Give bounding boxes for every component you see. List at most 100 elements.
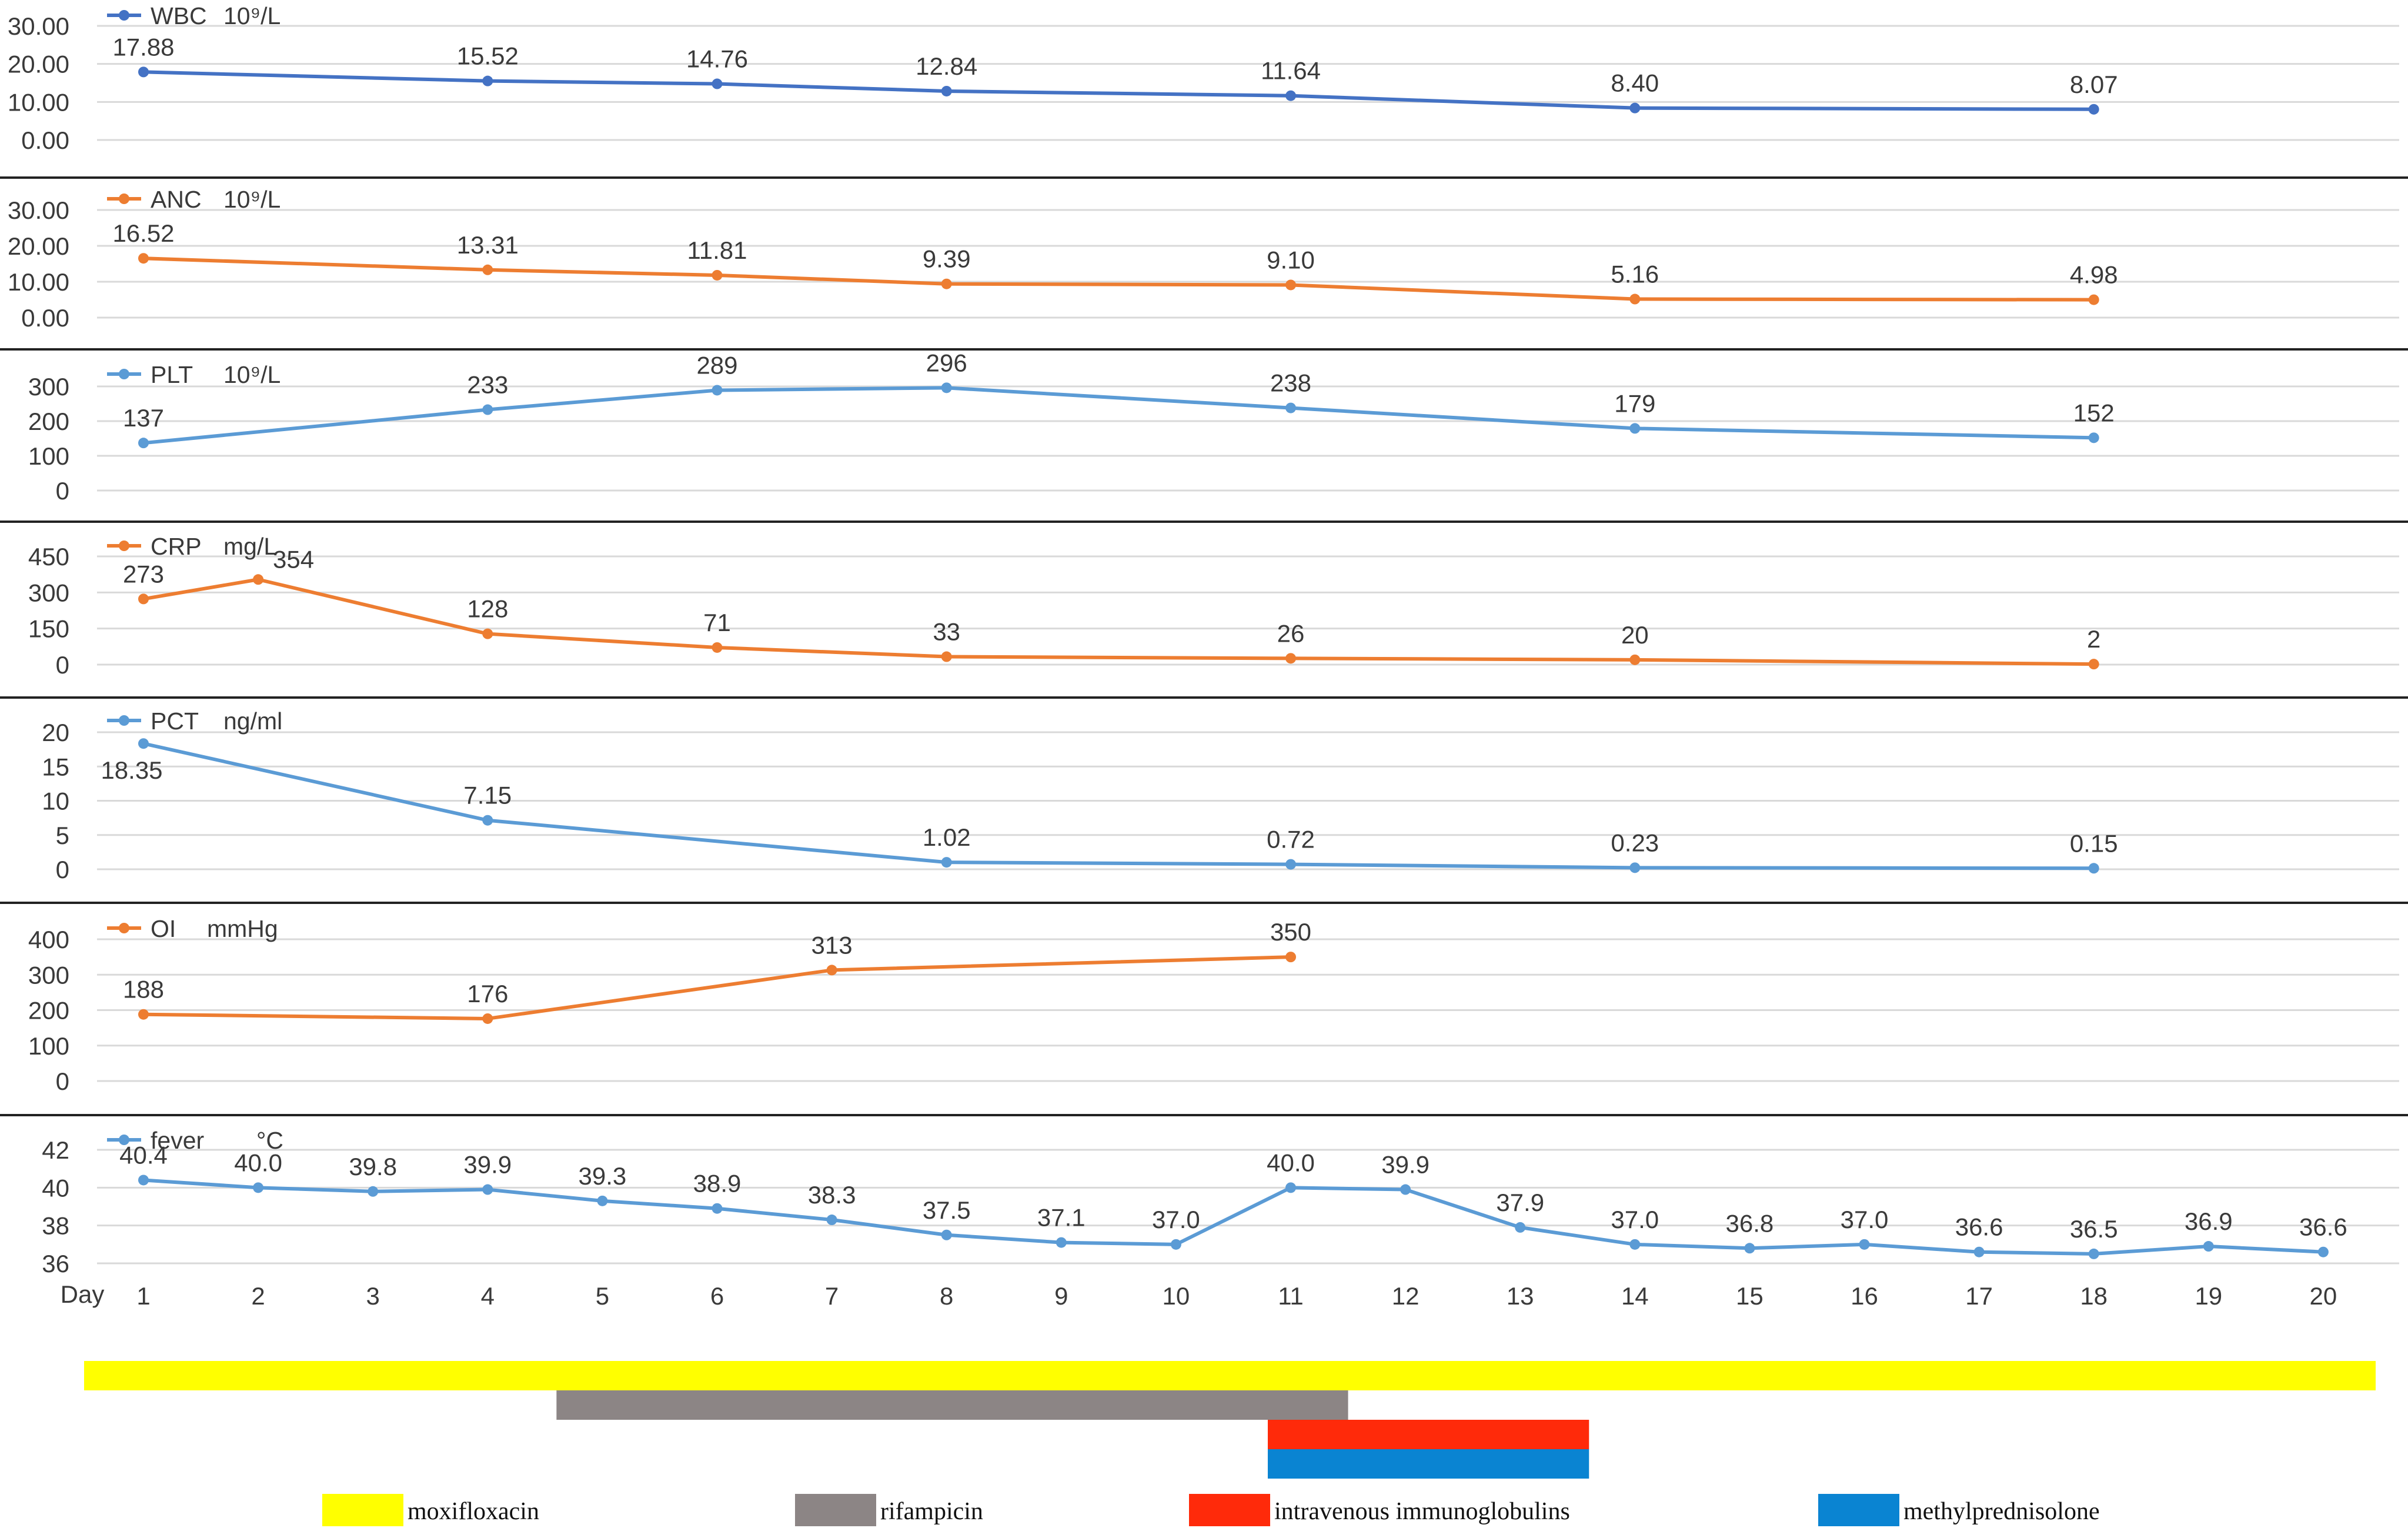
legend-item-methylprednisolone: methylprednisolone	[1818, 1494, 2100, 1526]
oi-y-tick-label: 200	[28, 997, 69, 1025]
wbc-data-point	[941, 85, 952, 96]
plt-data-label: 296	[926, 349, 967, 376]
fever-data-label: 39.8	[349, 1153, 397, 1180]
x-tick-label: 12	[1392, 1282, 1420, 1310]
wbc-data-label: 14.76	[686, 45, 748, 73]
fever-data-label: 37.9	[1496, 1189, 1544, 1216]
pct-panel: 20 15 10 5 0 PCT ng/ml 18.35 7.15 1.02 0.72 0.23 0.1…	[0, 708, 2408, 904]
fever-data-label: 40.0	[1267, 1149, 1315, 1176]
pct-y-tick-label: 5	[56, 822, 69, 849]
fever-data-label: 38.9	[693, 1170, 742, 1197]
crp-data-label: 20	[1621, 621, 1649, 649]
crp-data-label: 354	[273, 545, 314, 573]
oi-y-tick-label: 300	[28, 961, 69, 989]
wbc-data-label: 17.88	[112, 33, 174, 61]
fever-data-point	[368, 1186, 379, 1197]
fever-data-point	[2088, 1248, 2099, 1259]
fever-data-label: 39.9	[1381, 1151, 1430, 1179]
anc-y-tick-label: 30.00	[8, 196, 69, 224]
x-tick-label: 7	[825, 1282, 839, 1310]
wbc-data-label: 8.07	[2070, 71, 2118, 98]
wbc-y-tick-label: 0.00	[21, 126, 69, 154]
fever-y-tick-label: 36	[42, 1250, 69, 1277]
fever-data-point	[253, 1182, 264, 1193]
crp-data-label: 273	[123, 560, 164, 588]
pct-legend-unit: ng/ml	[223, 708, 282, 735]
fever-panel: 42 40 38 36 fever °C 40.4 40.0 39.8 39.9 39.3 38.9 3…	[42, 1127, 2399, 1277]
plt-data-point	[1285, 402, 1296, 413]
methylprednisolone-bar	[1267, 1449, 1589, 1479]
x-tick-label: 13	[1507, 1282, 1534, 1310]
wbc-data-label: 12.84	[916, 52, 977, 80]
fever-data-point	[1744, 1243, 1755, 1254]
treatment-bars	[84, 1361, 2376, 1479]
x-axis-label: Day	[61, 1280, 105, 1308]
plt-data-point	[2088, 432, 2099, 443]
legend-item-rifampicin: rifampicin	[795, 1494, 983, 1526]
fever-data-point	[1515, 1222, 1526, 1233]
crp-legend-marker	[119, 541, 129, 551]
fever-series-line	[143, 1178, 2324, 1256]
x-tick-label: 3	[366, 1282, 380, 1310]
fever-data-point	[1285, 1182, 1296, 1193]
wbc-data-point	[1285, 90, 1296, 101]
fever-data-label: 37.0	[1611, 1206, 1659, 1233]
plt-data-point	[941, 382, 952, 393]
legend-swatch	[795, 1494, 876, 1526]
pct-data-point	[1629, 862, 1641, 873]
x-tick-label: 8	[940, 1282, 953, 1310]
pct-data-label: 0.15	[2070, 829, 2118, 857]
anc-series-line	[143, 256, 2094, 302]
wbc-legend: WBC 10⁹/L	[107, 2, 280, 29]
anc-data-point	[138, 253, 149, 264]
fever-data-point	[2317, 1246, 2329, 1257]
pct-data-label: 7.15	[463, 782, 512, 809]
wbc-legend-marker	[119, 10, 129, 21]
anc-data-label: 9.39	[923, 245, 971, 273]
plt-data-label: 152	[2073, 399, 2115, 426]
moxifloxacin-bar	[84, 1361, 2376, 1390]
plt-legend-unit: 10⁹/L	[223, 361, 280, 388]
wbc-legend-name: WBC	[151, 2, 207, 29]
fever-y-tick-label: 38	[42, 1212, 69, 1240]
legend-swatch	[322, 1494, 403, 1526]
wbc-data-label: 15.52	[457, 42, 519, 70]
anc-legend-marker	[119, 193, 129, 204]
x-tick-label: 10	[1163, 1282, 1190, 1310]
fever-data-point	[2203, 1241, 2214, 1252]
oi-data-point	[1285, 952, 1296, 963]
fever-legend: fever °C	[107, 1127, 283, 1154]
legend-label: methylprednisolone	[1903, 1498, 2100, 1525]
anc-data-point	[712, 269, 723, 281]
anc-y-tick-label: 10.00	[8, 268, 69, 296]
plt-legend: PLT 10⁹/L	[107, 361, 280, 388]
x-tick-label: 11	[1278, 1282, 1304, 1310]
pct-y-tick-label: 10	[42, 788, 69, 815]
crp-data-point	[1629, 654, 1641, 665]
pct-data-label: 0.72	[1267, 826, 1315, 853]
pct-data-point	[482, 815, 493, 826]
pct-y-tick-label: 20	[42, 719, 69, 746]
anc-panel: 30.00 20.00 10.00 0.00 ANC 10⁹/L 16.52 13.31 11.…	[0, 186, 2408, 351]
fever-data-label: 36.6	[1955, 1213, 2003, 1241]
anc-data-label: 5.16	[1611, 261, 1659, 288]
crp-y-tick-label: 450	[28, 543, 69, 571]
legend-swatch	[1818, 1494, 1899, 1526]
anc-data-label: 4.98	[2070, 261, 2118, 289]
legend-item-moxifloxacin: moxifloxacin	[322, 1494, 539, 1526]
fever-data-label: 36.6	[2299, 1213, 2347, 1241]
fever-data-label: 37.0	[1841, 1206, 1889, 1233]
fever-legend-marker	[119, 1135, 129, 1145]
x-tick-label: 6	[710, 1282, 724, 1310]
oi-y-tick-label: 0	[56, 1067, 69, 1095]
fever-data-label: 37.0	[1152, 1206, 1200, 1233]
rifampicin-bar	[556, 1390, 1348, 1420]
plt-y-tick-label: 200	[28, 408, 69, 435]
x-tick-label: 1	[136, 1282, 150, 1310]
crp-y-tick-label: 300	[28, 579, 69, 606]
fever-data-point	[138, 1175, 149, 1186]
fever-data-point	[1400, 1184, 1411, 1195]
wbc-data-point	[2088, 104, 2099, 115]
